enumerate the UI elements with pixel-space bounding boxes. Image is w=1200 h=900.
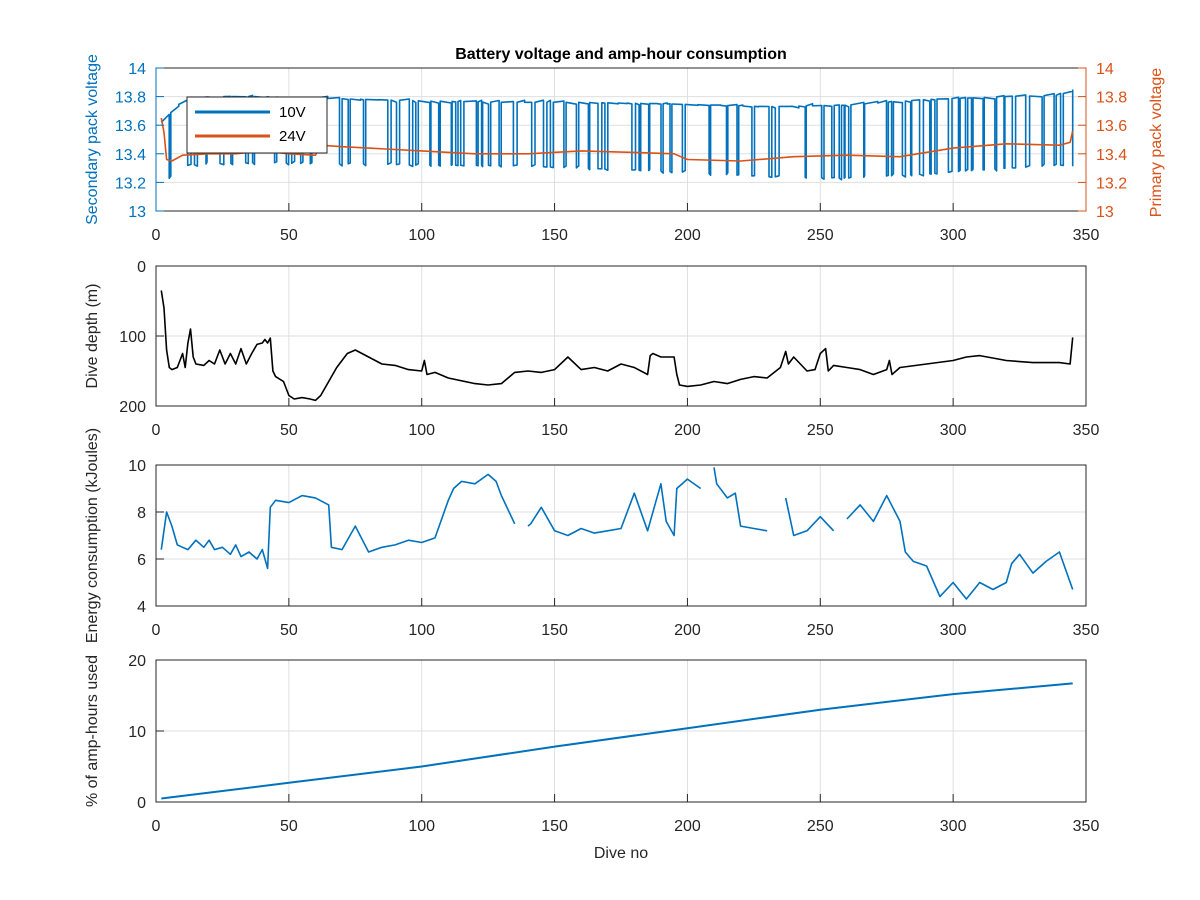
panel-2: 0 50 100 150 200 250 300 350 0 100 200 Dive depth (… bbox=[84, 259, 1099, 439]
y-tick-label: 13 bbox=[128, 204, 146, 221]
x-tick-label: 150 bbox=[541, 422, 568, 439]
series-line-segment-4 bbox=[784, 497, 835, 537]
y-tick-label: 4 bbox=[137, 599, 146, 616]
x-tick-label: 150 bbox=[541, 622, 568, 639]
panel-3: 0 50 100 150 200 250 300 350 4 6 8 10 Energy consump… bbox=[84, 428, 1099, 643]
x-tick-label: 200 bbox=[674, 227, 701, 244]
y-right-tick-label: 13.8 bbox=[1096, 90, 1127, 107]
x-tick-label: 100 bbox=[408, 227, 435, 244]
y-tick-label: 8 bbox=[137, 505, 146, 522]
series-line-segment-5 bbox=[846, 494, 1074, 600]
y-tick-label: 13.6 bbox=[115, 118, 146, 135]
y-tick-label: 20 bbox=[128, 653, 146, 670]
y-tick-label: 13.2 bbox=[115, 175, 146, 192]
y-tick-label: 200 bbox=[119, 399, 146, 416]
x-tick-label: 50 bbox=[280, 818, 298, 835]
x-axis-label: Dive no bbox=[594, 845, 648, 862]
plot-marks bbox=[160, 467, 1074, 600]
x-tick-label: 0 bbox=[152, 422, 161, 439]
x-tick-label: 350 bbox=[1073, 622, 1100, 639]
y-axis-label: Dive depth (m) bbox=[84, 284, 101, 389]
x-tick-label: 350 bbox=[1073, 227, 1100, 244]
x-tick-label: 300 bbox=[940, 227, 967, 244]
panel-4: 0 50 100 150 200 250 300 350 0 10 20 % of amp-hours… bbox=[84, 653, 1099, 862]
y-tick-label: 10 bbox=[128, 458, 146, 475]
chart-title: Battery voltage and amp-hour consumption bbox=[455, 46, 787, 63]
series-1-line bbox=[161, 682, 1073, 800]
y-tick-label: 14 bbox=[128, 61, 146, 78]
y-axis-label: Secondary pack voltage bbox=[84, 54, 101, 225]
y-tick-label: 100 bbox=[119, 329, 146, 346]
x-tick-label: 100 bbox=[408, 622, 435, 639]
series-line-segment-3 bbox=[713, 467, 768, 532]
series-line-segment-1 bbox=[160, 473, 516, 570]
y-tick-label: 0 bbox=[137, 795, 146, 812]
y-right-tick-label: 13.6 bbox=[1096, 118, 1127, 135]
x-tick-label: 50 bbox=[280, 422, 298, 439]
x-tick-label: 200 bbox=[674, 622, 701, 639]
series-line-segment-2 bbox=[527, 478, 702, 537]
plot-marks bbox=[160, 290, 1074, 402]
y-right-tick-label: 13.2 bbox=[1096, 175, 1127, 192]
x-tick-label: 350 bbox=[1073, 422, 1100, 439]
x-tick-label: 300 bbox=[940, 422, 967, 439]
x-tick-label: 150 bbox=[541, 818, 568, 835]
x-tick-label: 0 bbox=[152, 227, 161, 244]
y-right-tick-label: 14 bbox=[1096, 61, 1114, 78]
x-tick-label: 250 bbox=[807, 818, 834, 835]
x-tick-label: 0 bbox=[152, 622, 161, 639]
x-tick-label: 350 bbox=[1073, 818, 1100, 835]
plot-area bbox=[156, 465, 1086, 606]
y-right-tick-label: 13.4 bbox=[1096, 147, 1127, 164]
x-tick-label: 50 bbox=[280, 622, 298, 639]
axes-box bbox=[155, 464, 1087, 607]
legend-label-10v: 10V bbox=[279, 104, 306, 121]
legend-box bbox=[186, 96, 328, 154]
series-1-line bbox=[160, 290, 1074, 402]
y-tick-label: 6 bbox=[137, 552, 146, 569]
y-tick-label: 13.8 bbox=[115, 90, 146, 107]
x-tick-label: 100 bbox=[408, 422, 435, 439]
x-tick-label: 250 bbox=[807, 622, 834, 639]
y-axis-label: Energy consumption (kJoules) bbox=[84, 428, 101, 643]
x-tick-label: 150 bbox=[541, 227, 568, 244]
series-24v-line bbox=[160, 117, 1074, 162]
plot-marks bbox=[161, 682, 1073, 800]
x-tick-label: 250 bbox=[807, 422, 834, 439]
x-tick-label: 250 bbox=[807, 227, 834, 244]
x-tick-label: 100 bbox=[408, 818, 435, 835]
x-tick-label: 50 bbox=[280, 227, 298, 244]
y-axis-label: % of amp-hours used bbox=[84, 655, 101, 807]
legend-label-24v: 24V bbox=[279, 128, 306, 145]
x-tick-label: 200 bbox=[674, 818, 701, 835]
y-tick-label: 10 bbox=[128, 724, 146, 741]
x-tick-label: 300 bbox=[940, 818, 967, 835]
y-tick-label: 13.4 bbox=[115, 147, 146, 164]
y-right-axis-label: Primary pack voltage bbox=[1148, 68, 1165, 217]
x-tick-label: 200 bbox=[674, 422, 701, 439]
x-tick-label: 0 bbox=[152, 818, 161, 835]
panel-1: 0 50 100 150 200 250 300 350 13 13.2 13.4 13.6 13.8 1… bbox=[84, 46, 1165, 244]
y-right-tick-label: 13 bbox=[1096, 204, 1114, 221]
y-tick-label: 0 bbox=[137, 259, 146, 276]
x-tick-label: 300 bbox=[940, 622, 967, 639]
